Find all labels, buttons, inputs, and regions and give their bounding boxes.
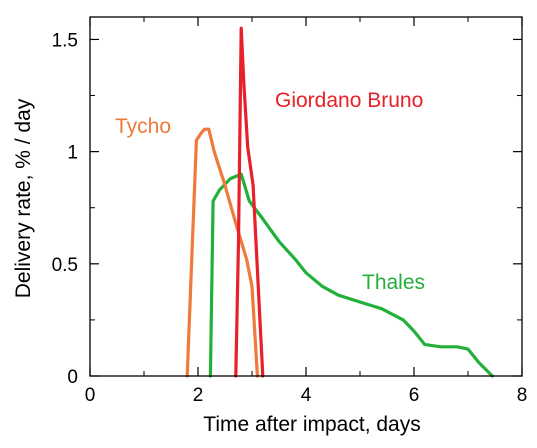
y-tick-label: 0.5 <box>52 255 78 276</box>
y-tick-label: 0 <box>67 367 78 388</box>
ticks-layer: 0 2 4 6 8 0 0.5 1 1.5 <box>52 17 528 406</box>
y-axis-label: Delivery rate, % / day <box>12 98 35 298</box>
series-label-giordano-bruno: Giordano Bruno <box>275 89 423 112</box>
series-label-thales: Thales <box>362 271 425 294</box>
series-layer <box>185 26 494 378</box>
series-line-tycho <box>185 127 259 378</box>
x-tick-label: 2 <box>193 385 204 406</box>
y-tick-label: 1.5 <box>52 30 78 51</box>
x-tick-label: 0 <box>85 385 96 406</box>
x-tick-label: 6 <box>409 385 420 406</box>
y-tick-label: 1 <box>67 143 78 164</box>
x-tick-label: 4 <box>301 385 312 406</box>
x-axis-label: Time after impact, days <box>203 413 420 436</box>
series-line-giordano-bruno <box>234 26 265 378</box>
x-tick-label: 8 <box>517 385 528 406</box>
series-label-tycho: Tycho <box>115 115 171 138</box>
labels-layer: Tycho Giordano Bruno Thales <box>115 89 425 294</box>
plot-frame <box>89 16 523 377</box>
series-line-thales <box>208 172 494 378</box>
